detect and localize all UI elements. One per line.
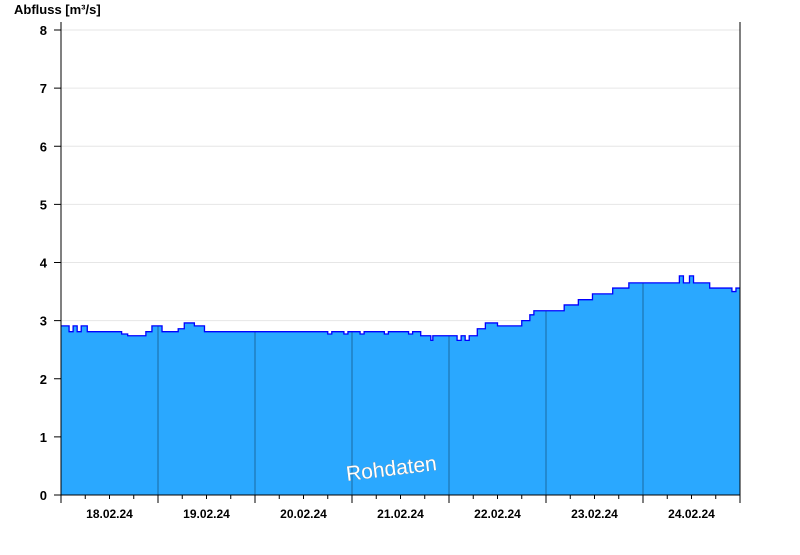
y-tick-label: 0 — [40, 488, 47, 503]
day-separators — [157, 282, 644, 495]
y-tick-label: 8 — [40, 23, 47, 38]
x-tick-label: 24.02.24 — [668, 507, 715, 521]
x-tick-label: 18.02.24 — [86, 507, 133, 521]
y-tick-label: 6 — [40, 139, 47, 154]
x-tick-label: 20.02.24 — [280, 507, 327, 521]
y-tick-label: 5 — [40, 197, 47, 212]
x-tick-label: 23.02.24 — [571, 507, 618, 521]
y-tick-label: 7 — [40, 81, 47, 96]
x-tick-label: 22.02.24 — [474, 507, 521, 521]
axes: 0 1 2 3 4 5 6 7 8 18.02.24 19.02.24 20.02.24 21.02.2… — [40, 22, 741, 521]
x-tick-label: 21.02.24 — [377, 507, 424, 521]
y-tick-label: 3 — [40, 314, 47, 329]
y-tick-label: 1 — [40, 430, 47, 445]
discharge-area — [61, 275, 740, 495]
discharge-line — [61, 275, 740, 342]
y-tick-label: 4 — [40, 256, 48, 271]
x-tick-label: 19.02.24 — [183, 507, 230, 521]
y-axis-label: Abfluss [m³/s] — [14, 2, 101, 17]
y-tick-label: 2 — [40, 372, 47, 387]
